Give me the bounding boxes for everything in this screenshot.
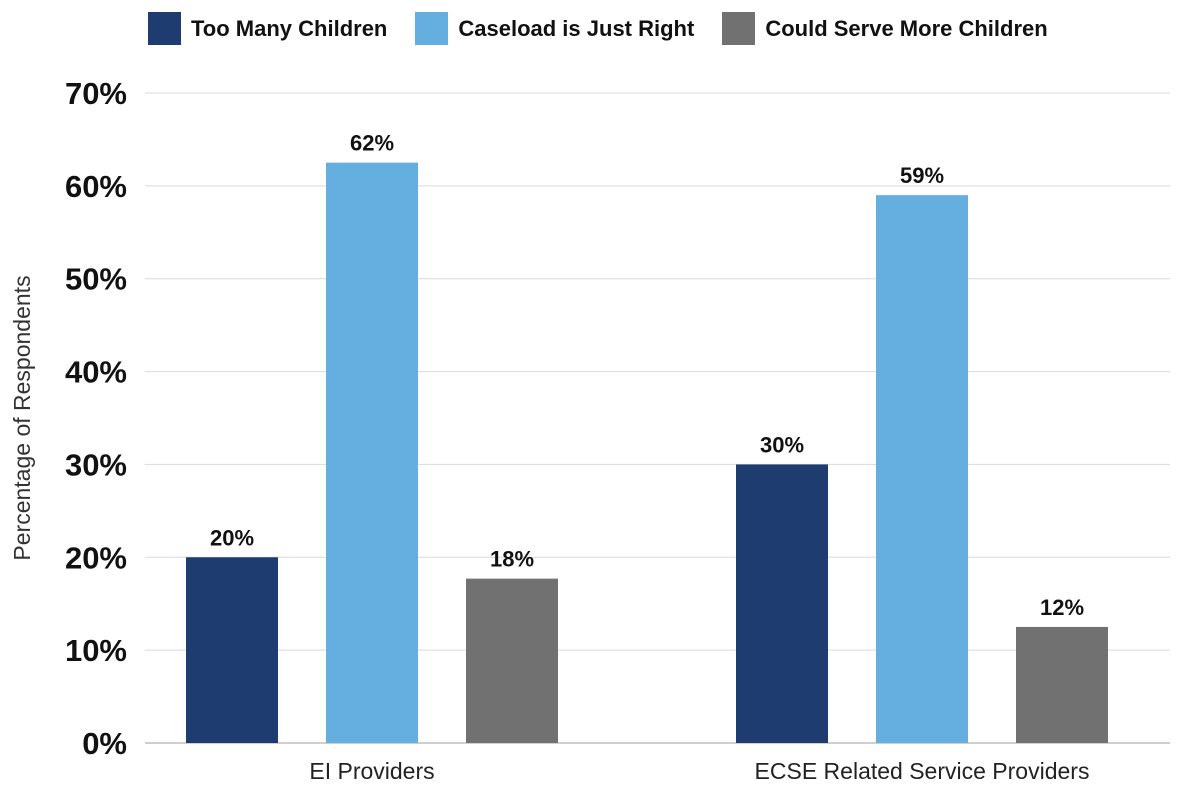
bar-0-0 (186, 557, 278, 743)
x-category-label-1: ECSE Related Service Providers (755, 758, 1090, 784)
legend-label-just-right: Caseload is Just Right (458, 15, 695, 41)
y-tick-label-10: 10% (65, 633, 127, 668)
legend-swatch-just-right (415, 12, 449, 45)
y-tick-label-50: 50% (65, 262, 127, 297)
data-label-1-2: 12% (1040, 595, 1084, 620)
data-label-0-1: 62% (350, 131, 394, 156)
data-label-0-2: 18% (490, 547, 534, 572)
legend-label-serve-more: Could Serve More Children (765, 15, 1048, 41)
data-label-0-0: 20% (210, 525, 254, 550)
legend-item-just-right: Caseload is Just Right (415, 12, 694, 45)
x-category-label-0: EI Providers (309, 758, 434, 784)
data-label-1-1: 59% (900, 163, 944, 188)
legend-swatch-too-many (148, 12, 181, 45)
bar-0-2 (466, 578, 558, 743)
y-tick-label-30: 30% (65, 447, 127, 482)
bar-0-1 (326, 162, 418, 744)
y-tick-label-40: 40% (65, 355, 127, 390)
chart-legend: Too Many Children Caseload is Just Right… (148, 12, 1076, 45)
legend-item-too-many: Too Many Children (148, 12, 387, 45)
y-axis-title: Percentage of Respondents (9, 275, 35, 560)
bar-1-0 (736, 464, 828, 743)
y-tick-label-70: 70% (65, 76, 127, 111)
legend-label-too-many: Too Many Children (191, 15, 388, 41)
bar-1-1 (876, 195, 968, 744)
y-tick-label-20: 20% (65, 540, 127, 575)
bar-1-2 (1016, 626, 1108, 743)
y-tick-label-0: 0% (82, 726, 127, 761)
y-tick-label-60: 60% (65, 169, 127, 204)
data-label-1-0: 30% (760, 432, 804, 457)
legend-swatch-serve-more (722, 12, 756, 45)
legend-item-serve-more: Could Serve More Children (722, 12, 1048, 45)
